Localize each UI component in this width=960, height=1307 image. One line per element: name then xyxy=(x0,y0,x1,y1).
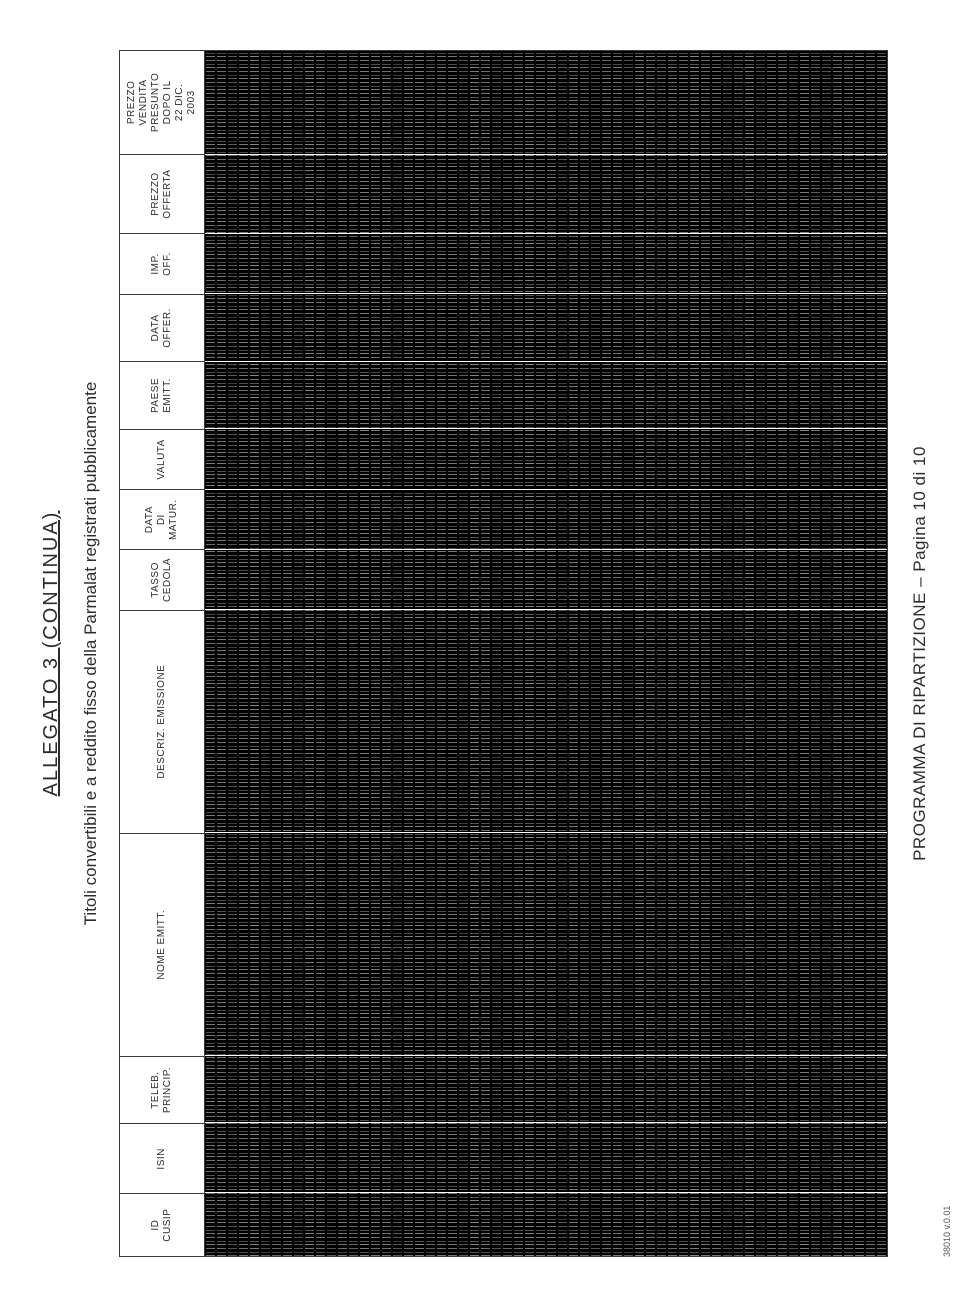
page-footer: PROGRAMMA DI RIPARTIZIONE – Pagina 10 di… xyxy=(910,50,930,1257)
col-header-4: DESCRIZ. EMISSIONE xyxy=(120,610,205,833)
securities-table-body-illegible xyxy=(205,50,888,1257)
col-header-3: NOME EMITT. xyxy=(120,833,205,1056)
col-header-0: IDCUSIP xyxy=(120,1194,205,1257)
col-header-12: PREZZOVENDITAPRESUNTODOPO IL22 DIC.2003 xyxy=(120,51,205,155)
document-id: 38010 v.0.01 xyxy=(942,1206,952,1257)
col-header-1: ISIN xyxy=(120,1124,205,1194)
col-header-9: DATAOFFER. xyxy=(120,294,205,362)
page-title: ALLEGATO 3 (CONTINUA) xyxy=(40,50,63,1257)
page-subtitle: Titoli convertibili e a reddito fisso de… xyxy=(81,50,101,1257)
securities-table-header: IDCUSIPISINTELEB.PRINCIP.NOME EMITT.DESC… xyxy=(119,50,205,1257)
col-header-10: IMP.OFF. xyxy=(120,234,205,294)
col-header-5: TASSOCEDOLA xyxy=(120,550,205,610)
col-header-8: PAESEEMITT. xyxy=(120,362,205,430)
col-header-7: VALUTA xyxy=(120,429,205,489)
col-header-6: DATADIMATUR. xyxy=(120,490,205,550)
col-header-11: PREZZOOFFERTA xyxy=(120,154,205,234)
col-header-2: TELEB.PRINCIP. xyxy=(120,1056,205,1124)
